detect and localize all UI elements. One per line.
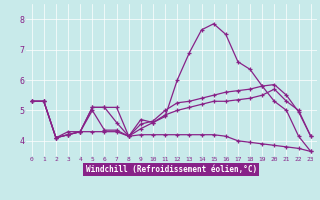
X-axis label: Windchill (Refroidissement éolien,°C): Windchill (Refroidissement éolien,°C)	[86, 165, 257, 174]
